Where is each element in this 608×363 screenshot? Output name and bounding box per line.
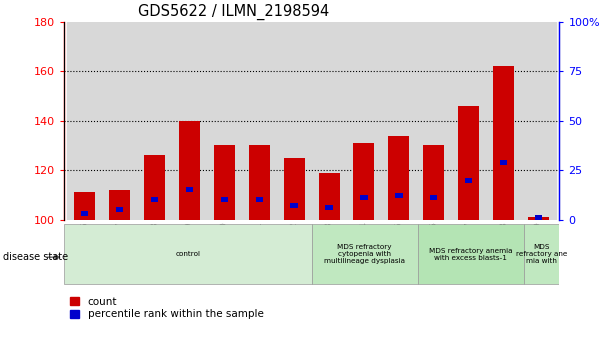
Bar (214, 146, 235, 220)
Bar (151, 197, 158, 202)
Bar (311, 22, 347, 220)
Bar (67, 22, 102, 220)
Bar (458, 106, 479, 220)
Bar (423, 146, 444, 220)
Bar (493, 66, 514, 220)
Text: GDS5622 / ILMN_2198594: GDS5622 / ILMN_2198594 (138, 4, 330, 20)
Text: MDS refractory
cytopenia with
multilineage dysplasia: MDS refractory cytopenia with multilinea… (324, 244, 405, 264)
Text: disease state: disease state (3, 252, 68, 262)
Text: MDS refractory anemia
with excess blasts-1: MDS refractory anemia with excess blasts… (429, 248, 513, 261)
Bar (207, 22, 242, 220)
Bar (291, 203, 298, 208)
Bar (311, 224, 418, 284)
Bar (451, 22, 486, 220)
Bar (353, 143, 375, 220)
Bar (535, 215, 542, 220)
Bar (325, 205, 333, 210)
Bar (221, 197, 228, 202)
Bar (249, 146, 270, 220)
Bar (81, 211, 88, 216)
Bar (109, 190, 130, 220)
Bar (116, 207, 123, 212)
Bar (144, 155, 165, 220)
Bar (524, 224, 559, 284)
Bar (430, 195, 437, 200)
Bar (418, 224, 524, 284)
Bar (179, 121, 200, 220)
Bar (361, 195, 368, 200)
Bar (389, 135, 409, 220)
Bar (486, 22, 521, 220)
Bar (137, 22, 172, 220)
Bar (528, 217, 549, 220)
Bar (319, 173, 339, 220)
Bar (465, 178, 472, 183)
Bar (395, 193, 402, 198)
Bar (242, 22, 277, 220)
Bar (74, 192, 95, 220)
Bar (64, 224, 311, 284)
Bar (521, 22, 556, 220)
Bar (186, 187, 193, 192)
Bar (255, 197, 263, 202)
Bar (416, 22, 451, 220)
Text: MDS
refractory ane
mia with: MDS refractory ane mia with (516, 244, 567, 264)
Bar (500, 160, 507, 165)
Bar (347, 22, 381, 220)
Bar (277, 22, 311, 220)
Bar (284, 158, 305, 220)
Text: control: control (175, 251, 200, 257)
Bar (172, 22, 207, 220)
Legend: count, percentile rank within the sample: count, percentile rank within the sample (69, 295, 264, 320)
Bar (381, 22, 416, 220)
Bar (102, 22, 137, 220)
